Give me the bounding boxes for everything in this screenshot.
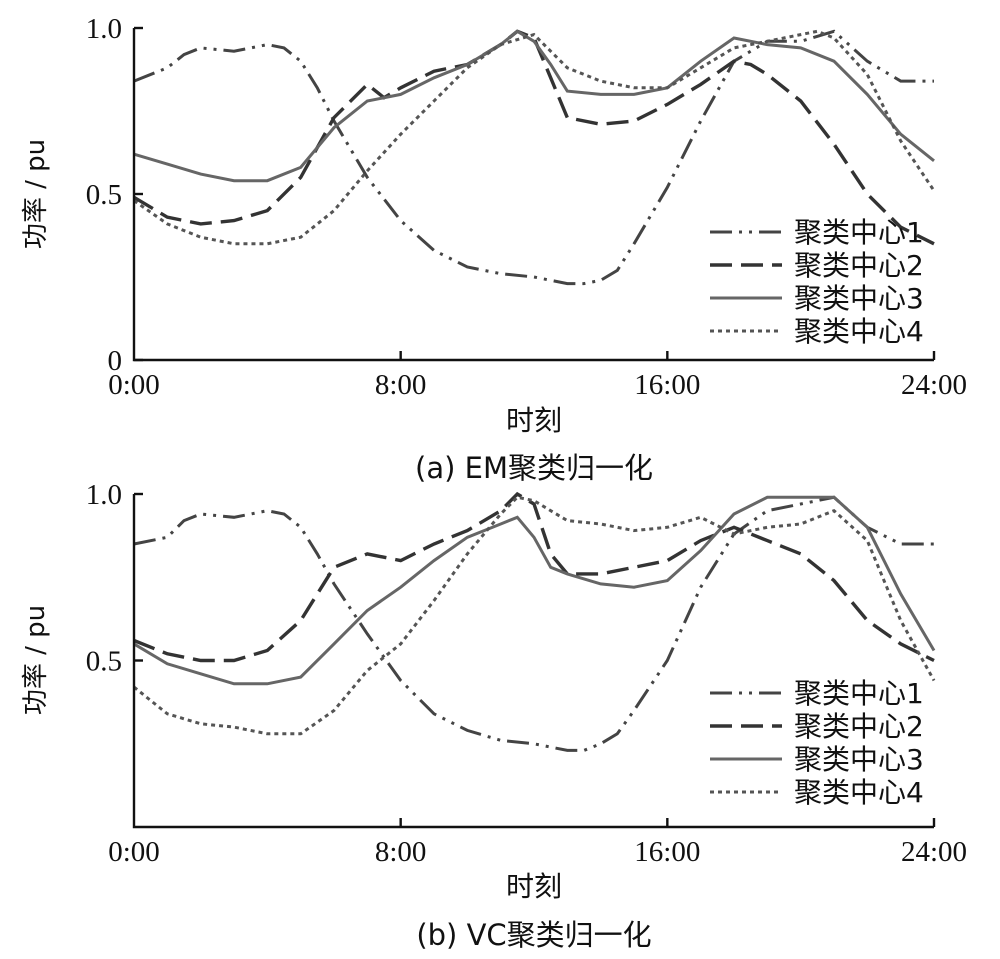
- x-tick-label: 16:00: [634, 369, 700, 401]
- y-tick-label: 1.0: [86, 479, 122, 511]
- tick-labels: 0:00 8:00 16:00 24:00 0.5 1.0: [86, 479, 967, 868]
- legend-label-2: 聚类中心2: [794, 710, 924, 743]
- axis-ticks: [134, 492, 936, 827]
- tick-labels: 0:00 8:00 16:00 24:00 0 0.5 1.0: [86, 13, 967, 401]
- x-tick-label: 0:00: [108, 369, 160, 401]
- legend-label-3: 聚类中心3: [794, 743, 924, 776]
- y-axis-label: 功率 / pu: [21, 605, 51, 715]
- chart-panel-b: 0:00 8:00 16:00 24:00 0.5 1.0 功率 / pu 时刻 (b) …: [21, 479, 967, 952]
- legend-label-4: 聚类中心4: [794, 315, 924, 348]
- y-tick-label: 1.0: [86, 13, 122, 45]
- plot-lines: [133, 491, 936, 752]
- legend-label-1: 聚类中心1: [794, 216, 924, 249]
- series-line-4: [133, 29, 936, 246]
- series-line-1: [133, 495, 934, 752]
- y-tick-label: 0.5: [86, 179, 122, 211]
- x-tick-label: 16:00: [634, 836, 700, 868]
- legend-label-2: 聚类中心2: [794, 249, 924, 282]
- legend-label-3: 聚类中心3: [794, 282, 924, 315]
- series-line-3: [133, 495, 936, 686]
- series-line-4: [133, 495, 936, 736]
- x-tick-label: 0:00: [108, 836, 160, 868]
- x-tick-label: 24:00: [901, 369, 967, 401]
- x-axis-label: 时刻: [506, 870, 562, 903]
- series-line-2: [133, 491, 935, 663]
- legend-label-4: 聚类中心4: [794, 776, 924, 809]
- x-axis-label: 时刻: [506, 404, 562, 437]
- x-tick-label: 8:00: [375, 836, 427, 868]
- y-tick-label: 0: [108, 345, 123, 377]
- chart-panel-a: 0:00 8:00 16:00 24:00 0 0.5 1.0 功率 / pu 时刻 (a)…: [21, 13, 967, 485]
- y-axis-label: 功率 / pu: [21, 139, 51, 249]
- series-line-1: [133, 29, 934, 286]
- plot-lines: [133, 29, 936, 286]
- y-tick-label: 0.5: [86, 646, 122, 678]
- x-tick-label: 24:00: [901, 836, 967, 868]
- series-line-3: [133, 29, 935, 183]
- axis-ticks: [134, 26, 936, 362]
- panel-caption: (b) VC聚类归一化: [416, 918, 651, 952]
- panel-caption: (a) EM聚类归一化: [415, 451, 653, 485]
- x-tick-label: 8:00: [375, 369, 427, 401]
- series-line-2: [133, 29, 935, 246]
- legend-label-1: 聚类中心1: [794, 677, 924, 710]
